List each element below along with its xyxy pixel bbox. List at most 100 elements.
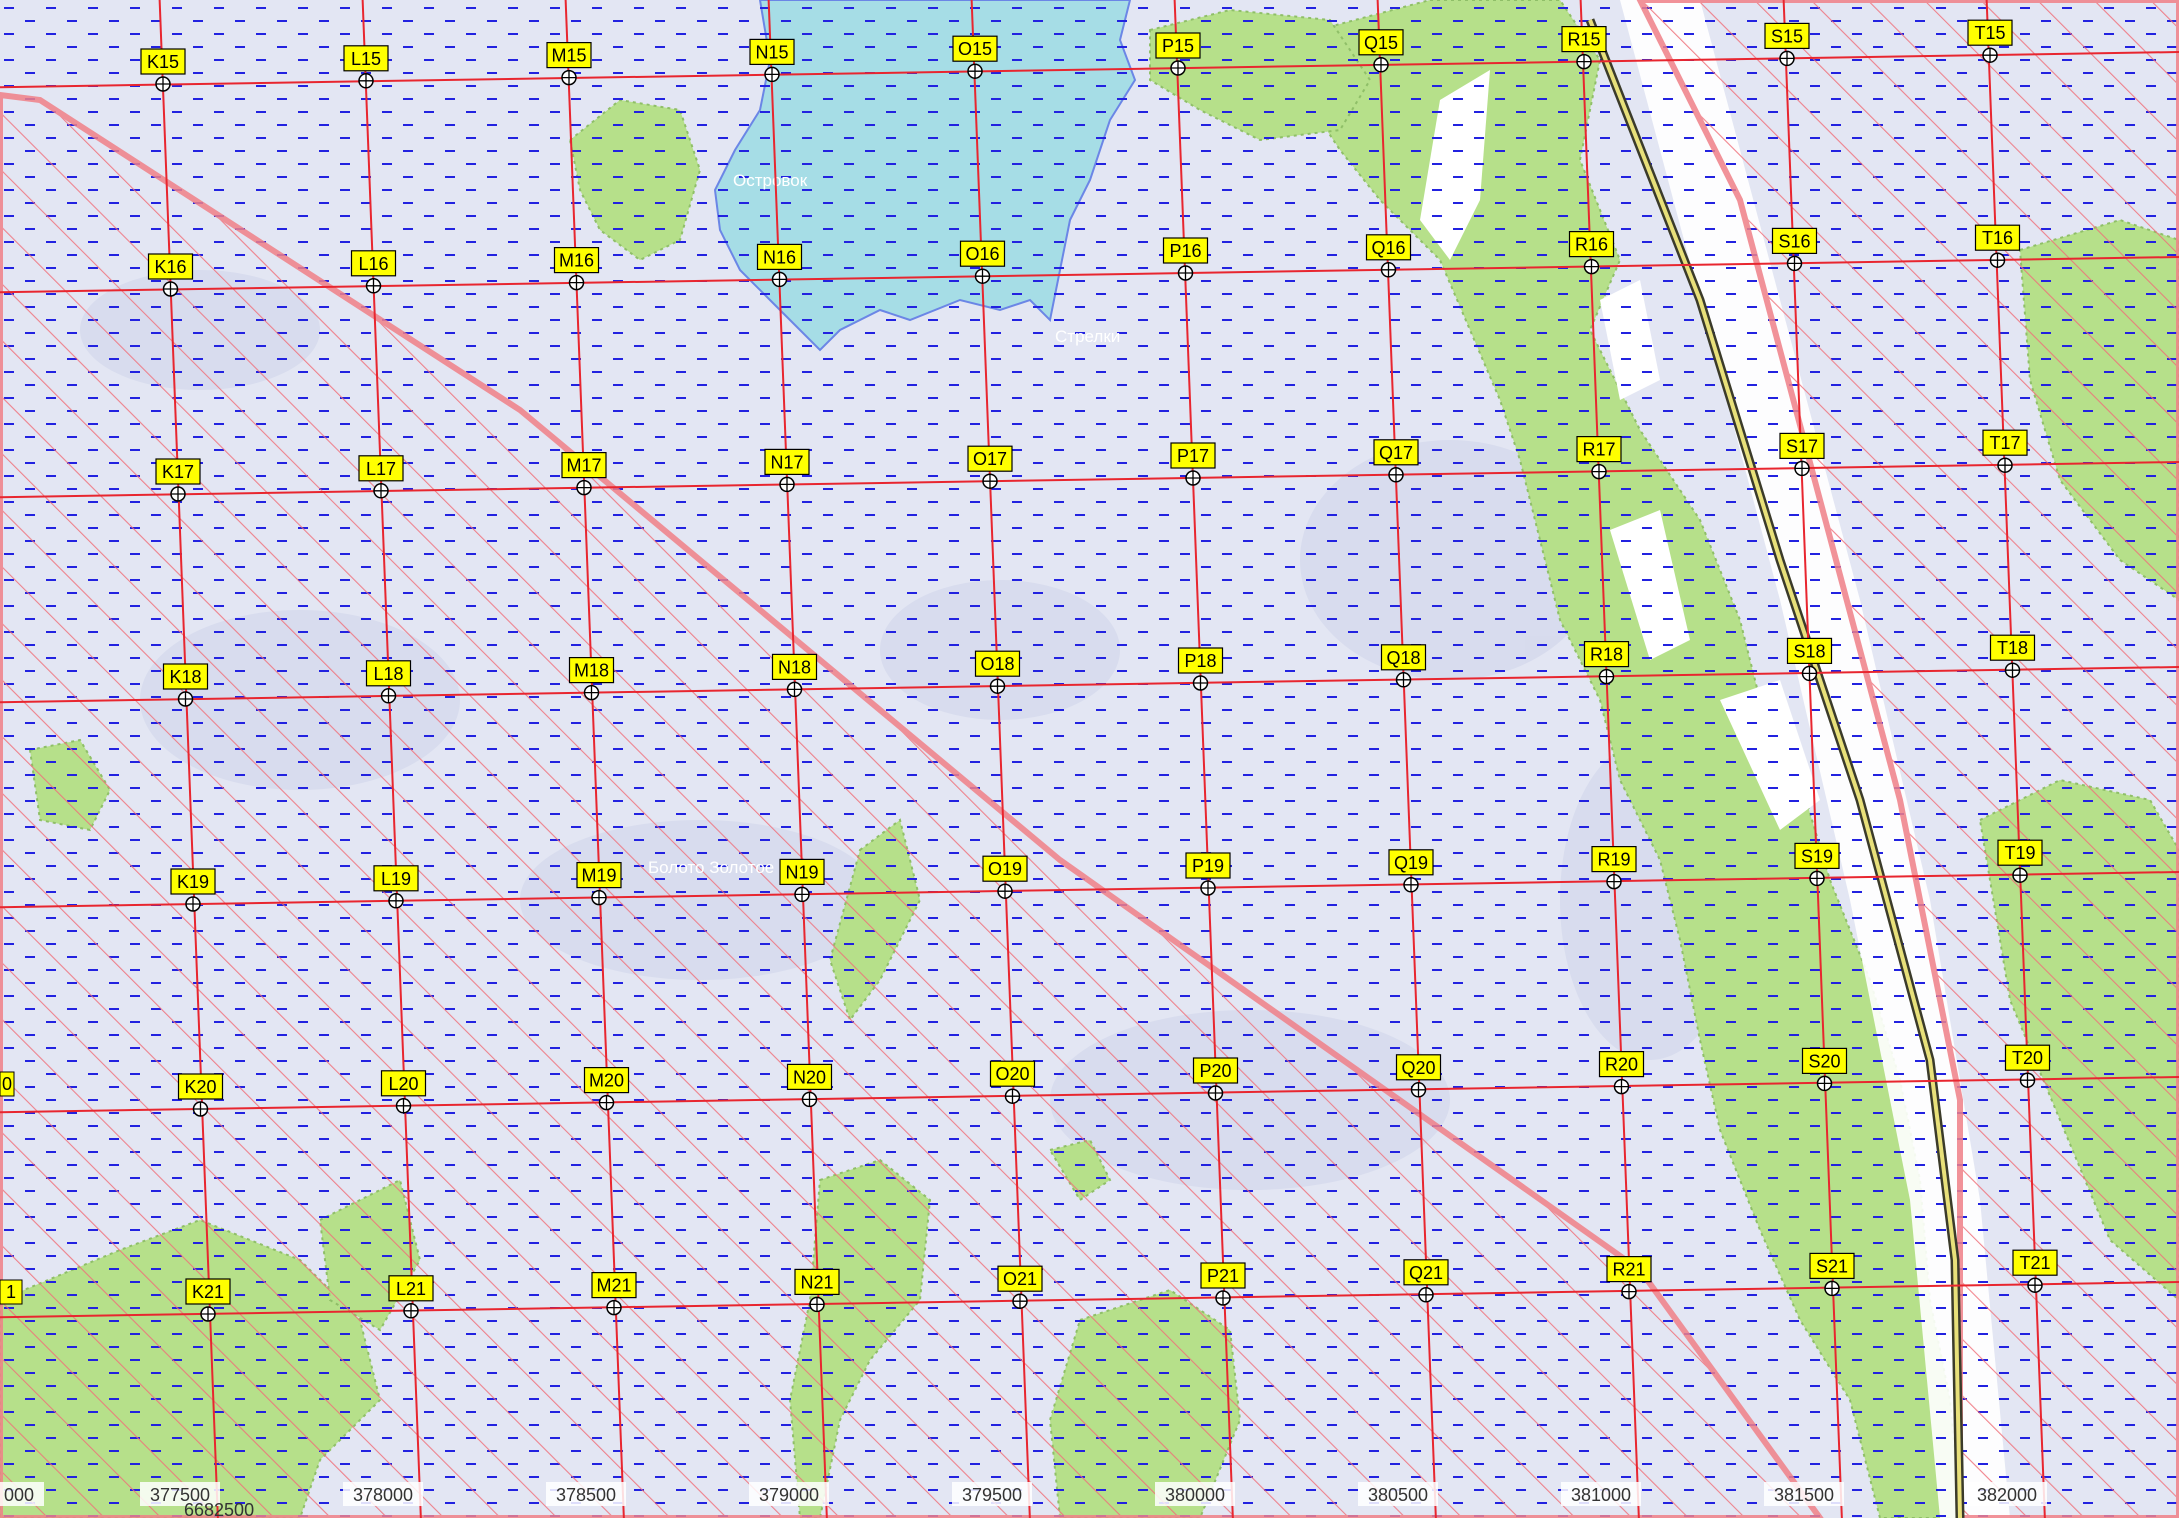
x-axis-tick-label: 381000	[1571, 1485, 1631, 1505]
grid-point-r20[interactable]: R20	[1598, 1050, 1645, 1095]
grid-point-o15[interactable]: O15	[952, 35, 998, 79]
grid-point-o20[interactable]: O20	[989, 1060, 1036, 1104]
x-axis-tick-label: 379500	[962, 1485, 1022, 1505]
grid-label-m18: M18	[574, 661, 609, 681]
edge-label-left-20[interactable]: 0	[0, 1071, 15, 1097]
grid-point-m16[interactable]: M16	[553, 247, 600, 291]
grid-label-p21: P21	[1207, 1266, 1239, 1286]
grid-point-t19[interactable]: T19	[1997, 839, 2043, 883]
grid-point-s20[interactable]: S20	[1801, 1047, 1848, 1092]
grid-point-t20[interactable]: T20	[2004, 1044, 2051, 1088]
grid-point-p15[interactable]: P15	[1155, 32, 1201, 76]
grid-label-q20: Q20	[1401, 1058, 1435, 1078]
grid-label-q16: Q16	[1371, 238, 1405, 258]
grid-point-t15[interactable]: T15	[1967, 19, 2013, 63]
grid-point-t16[interactable]: T16	[1974, 224, 2021, 268]
grid-point-p20[interactable]: P20	[1192, 1057, 1239, 1101]
grid-point-o18[interactable]: O18	[974, 650, 1021, 694]
grid-point-q19[interactable]: Q19	[1388, 849, 1434, 893]
grid-point-l19[interactable]: L19	[373, 865, 419, 909]
grid-point-m19[interactable]: M19	[576, 861, 622, 906]
grid-label-q17: Q17	[1379, 443, 1413, 463]
grid-label-o18: O18	[980, 654, 1014, 674]
grid-label-l19: L19	[381, 869, 411, 889]
grid-label-k21: K21	[192, 1282, 224, 1302]
grid-point-o17[interactable]: O17	[967, 445, 1013, 489]
grid-point-n21[interactable]: N21	[794, 1268, 840, 1313]
grid-point-p19[interactable]: P19	[1185, 852, 1231, 896]
grid-label-m20: M20	[589, 1071, 624, 1091]
grid-label-l18: L18	[373, 664, 403, 684]
grid-point-s15[interactable]: S15	[1764, 22, 1810, 67]
grid-label-s15: S15	[1771, 26, 1803, 46]
grid-point-n15[interactable]: N15	[749, 38, 795, 83]
grid-point-r21[interactable]: R21	[1606, 1255, 1652, 1300]
grid-point-n20[interactable]: N20	[786, 1063, 833, 1108]
grid-point-q17[interactable]: Q17	[1373, 439, 1419, 483]
grid-point-l16[interactable]: L16	[350, 250, 397, 294]
grid-point-m15[interactable]: M15	[546, 41, 592, 86]
grid-label-p15: P15	[1162, 36, 1194, 56]
axis-tick-bg	[546, 1482, 626, 1506]
grid-point-l18[interactable]: L18	[365, 660, 412, 704]
grid-point-q16[interactable]: Q16	[1365, 234, 1412, 278]
place-label-bay: Стрелки	[1055, 327, 1120, 346]
grid-point-p16[interactable]: P16	[1162, 237, 1209, 281]
grid-point-k18[interactable]: K18	[162, 663, 209, 707]
grid-point-o21[interactable]: O21	[997, 1265, 1043, 1309]
grid-line-row-16	[0, 256, 2179, 294]
grid-point-s18[interactable]: S18	[1786, 637, 1833, 682]
grid-point-r15[interactable]: R15	[1561, 26, 1607, 70]
grid-label-r15: R15	[1567, 30, 1600, 50]
grid-point-k20[interactable]: K20	[177, 1073, 224, 1117]
grid-point-k15[interactable]: K15	[140, 48, 186, 92]
grid-point-l15[interactable]: L15	[343, 45, 389, 89]
grid-point-t17[interactable]: T17	[1982, 429, 2028, 473]
grid-point-q21[interactable]: Q21	[1403, 1259, 1449, 1303]
grid-point-s21[interactable]: S21	[1809, 1252, 1855, 1297]
grid-point-p18[interactable]: P18	[1177, 647, 1224, 691]
grid-point-o16[interactable]: O16	[959, 240, 1006, 284]
grid-point-t21[interactable]: T21	[2012, 1249, 2058, 1293]
grid-point-t18[interactable]: T18	[1989, 634, 2036, 678]
grid-point-r16[interactable]: R16	[1568, 231, 1615, 275]
grid-point-r18[interactable]: R18	[1583, 640, 1630, 685]
hatch-zone-southwest	[0, 91, 1824, 1518]
grid-point-m20[interactable]: M20	[583, 1066, 630, 1111]
grid-label-n17: N17	[770, 452, 803, 472]
grid-point-m18[interactable]: M18	[568, 656, 615, 701]
edge-label-left-21[interactable]: 1	[0, 1279, 23, 1305]
grid-point-q20[interactable]: Q20	[1395, 1054, 1442, 1098]
grid-point-k16[interactable]: K16	[147, 253, 194, 297]
grid-point-s19[interactable]: S19	[1794, 842, 1840, 887]
grid-point-m17[interactable]: M17	[561, 452, 607, 496]
axis-tick-bg	[1561, 1482, 1641, 1506]
grid-point-l21[interactable]: L21	[388, 1275, 434, 1319]
place-label-bog: Болото Золотое	[648, 858, 774, 877]
grid-point-k17[interactable]: K17	[155, 458, 201, 502]
grid-point-p17[interactable]: P17	[1170, 442, 1216, 486]
grid-point-q15[interactable]: Q15	[1358, 29, 1404, 73]
edge-label-left-20-text: 0	[2, 1074, 12, 1094]
grid-label-o19: O19	[988, 859, 1022, 879]
grid-point-l20[interactable]: L20	[380, 1070, 427, 1114]
grid-point-r19[interactable]: R19	[1591, 845, 1637, 890]
grid-point-p21[interactable]: P21	[1200, 1262, 1246, 1306]
grid-point-s16[interactable]: S16	[1771, 227, 1818, 272]
grid-point-m21[interactable]: M21	[591, 1271, 637, 1316]
grid-label-n21: N21	[800, 1272, 833, 1292]
grid-point-s17[interactable]: S17	[1779, 432, 1825, 477]
grid-point-r17[interactable]: R17	[1576, 436, 1622, 480]
grid-label-k17: K17	[162, 462, 194, 482]
grid-point-o19[interactable]: O19	[982, 855, 1028, 899]
grid-point-q18[interactable]: Q18	[1380, 644, 1427, 688]
grid-point-n16[interactable]: N16	[756, 243, 803, 288]
grid-point-n18[interactable]: N18	[771, 653, 818, 698]
grid-point-l17[interactable]: L17	[358, 455, 404, 499]
grid-point-n19[interactable]: N19	[779, 858, 825, 903]
grid-point-k19[interactable]: K19	[170, 868, 216, 912]
grid-point-n17[interactable]: N17	[764, 448, 810, 493]
grid-point-k21[interactable]: K21	[185, 1278, 231, 1322]
